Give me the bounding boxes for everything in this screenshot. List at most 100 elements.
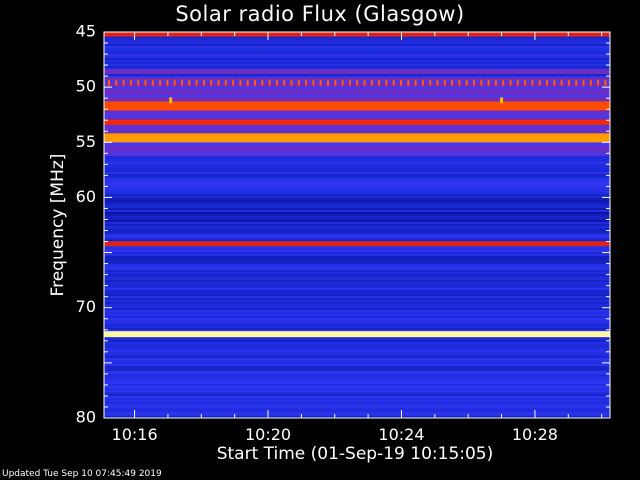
band-dot — [268, 79, 271, 86]
heatmap-row — [104, 216, 610, 218]
heatmap-row — [104, 294, 610, 296]
band-dot — [327, 79, 329, 86]
heatmap-row — [104, 74, 610, 76]
band-dot — [421, 79, 424, 86]
heatmap-row — [104, 348, 610, 350]
band-dot — [115, 79, 118, 86]
heatmap-row — [104, 328, 610, 330]
heatmap-row — [104, 300, 610, 302]
y-axis-ticks: 45 50 55 60 70 80 — [76, 22, 610, 427]
heatmap-row — [104, 240, 610, 242]
band-dot — [275, 79, 278, 86]
heatmap-row — [104, 212, 610, 214]
band-dot — [480, 79, 483, 86]
heatmap-row — [104, 148, 610, 150]
heatmap-row — [104, 86, 610, 88]
heatmap-row — [104, 40, 610, 42]
band-dot — [378, 79, 381, 86]
plot-frame — [103, 31, 611, 419]
heatmap-row — [104, 144, 610, 146]
band-dot — [560, 79, 563, 86]
heatmap-row — [104, 370, 610, 372]
band-dot — [290, 79, 293, 86]
heatmap-row — [104, 204, 610, 206]
heatmap-row — [104, 406, 610, 408]
heatmap-row — [104, 358, 610, 360]
heatmap-row — [104, 316, 610, 318]
heatmap-row — [104, 196, 610, 198]
band-dot — [173, 79, 176, 86]
band-dot — [356, 79, 359, 86]
band-dot — [137, 79, 140, 86]
heatmap-row — [104, 54, 610, 56]
heatmap-row — [104, 228, 610, 230]
band-dot — [407, 79, 410, 86]
band-dot — [414, 79, 417, 86]
heatmap-row — [104, 164, 610, 166]
band-dot — [202, 79, 205, 86]
band-dot — [297, 79, 300, 86]
heatmap-row — [104, 378, 610, 380]
y-tick-label: 60 — [76, 187, 96, 206]
emission-band — [104, 365, 610, 371]
band-dot — [151, 79, 154, 86]
band-dot — [188, 79, 191, 86]
x-axis-ticks: 10:16 10:20 10:24 10:28 — [112, 32, 603, 444]
band-dot — [531, 79, 534, 86]
heatmap-row — [104, 158, 610, 160]
heatmap-row — [104, 190, 610, 192]
heatmap-row — [104, 64, 610, 66]
heatmap-row — [104, 364, 610, 366]
heatmap-row — [104, 130, 610, 132]
emission-band — [104, 150, 610, 156]
heatmap-row — [104, 156, 610, 158]
heatmap-row — [104, 238, 610, 240]
heatmap-row — [104, 412, 610, 414]
heatmap-row — [104, 250, 610, 252]
heatmap-row — [104, 302, 610, 304]
heatmap-row — [104, 46, 610, 48]
heatmap-row — [104, 344, 610, 346]
heatmap-row — [104, 112, 610, 114]
heatmap-row — [104, 284, 610, 286]
band-dot — [385, 79, 388, 86]
heatmap-row — [104, 266, 610, 268]
heatmap-row — [104, 392, 610, 394]
heatmap-row — [104, 264, 610, 266]
band-dot — [312, 79, 315, 86]
heatmap-row — [104, 308, 610, 310]
heatmap-row — [104, 58, 610, 60]
heatmap-row — [104, 376, 610, 378]
updated-timestamp: Updated Tue Sep 10 07:45:49 2019 — [2, 469, 162, 479]
heatmap-row — [104, 274, 610, 276]
heatmap-row — [104, 410, 610, 412]
band-dot — [129, 79, 132, 86]
band-dot — [567, 79, 570, 86]
band-dot — [341, 79, 344, 86]
heatmap-row — [104, 142, 610, 144]
x-tick-label: 10:24 — [378, 425, 424, 444]
heatmap-row — [104, 48, 610, 50]
heatmap-row — [104, 342, 610, 344]
heatmap-row — [104, 78, 610, 80]
heatmap-row — [104, 374, 610, 376]
band-dot — [363, 79, 366, 86]
band-dot — [122, 79, 125, 86]
band-dot — [494, 79, 497, 86]
heatmap-row — [104, 400, 610, 402]
y-tick-label: 70 — [76, 297, 96, 316]
heatmap-row — [104, 208, 610, 210]
heatmap-row — [104, 262, 610, 264]
heatmap-row — [104, 292, 610, 294]
heatmap-row — [104, 248, 610, 250]
y-axis-label: Frequency [MHz] — [48, 153, 68, 297]
heatmap-row — [104, 62, 610, 64]
heatmap-row — [104, 338, 610, 340]
band-dot — [305, 79, 308, 86]
band-dot — [144, 79, 147, 86]
band-dot — [451, 79, 454, 86]
heatmap-row — [104, 116, 610, 118]
heatmap-row — [104, 252, 610, 254]
heatmap-row — [104, 320, 610, 322]
band-dot — [283, 79, 286, 86]
